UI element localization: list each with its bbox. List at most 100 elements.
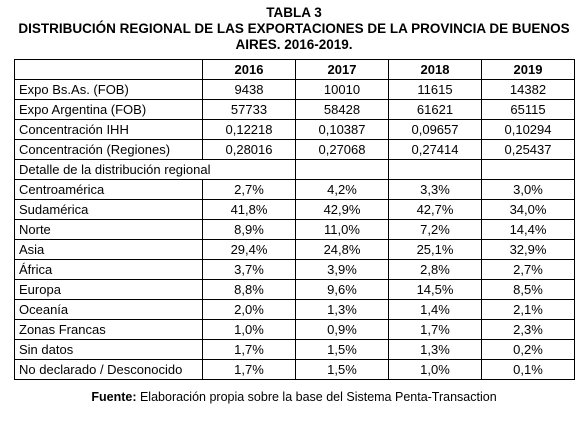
cell-value: 3,0% xyxy=(481,179,575,200)
cell-value: 41,8% xyxy=(202,199,296,220)
cell-value: 0,25437 xyxy=(481,139,575,160)
table-row: Asia 29,4% 24,8% 25,1% 32,9% xyxy=(14,239,575,260)
header-cell-2019: 2019 xyxy=(481,59,575,80)
cell-value: 42,9% xyxy=(295,199,389,220)
row-label: Sin datos xyxy=(14,339,203,360)
row-label: Expo Argentina (FOB) xyxy=(14,99,203,120)
cell-value: 2,8% xyxy=(388,259,482,280)
table-row: Expo Bs.As. (FOB) 9438 10010 11615 14382 xyxy=(14,79,575,100)
cell-value: 1,3% xyxy=(388,339,482,360)
cell-value: 7,2% xyxy=(388,219,482,240)
table-row: Sin datos 1,7% 1,5% 1,3% 0,2% xyxy=(14,339,575,360)
cell-value: 11,0% xyxy=(295,219,389,240)
table-title-years: AIRES. 2016-2019. xyxy=(235,37,353,52)
cell-value: 1,4% xyxy=(388,299,482,320)
cell-value: 1,3% xyxy=(295,299,389,320)
header-cell-empty xyxy=(14,59,203,80)
table-title-main: DISTRIBUCIÓN REGIONAL DE LAS EXPORTACION… xyxy=(18,21,570,36)
cell-value: 2,0% xyxy=(202,299,296,320)
row-label: África xyxy=(14,259,203,280)
header-cell-2017: 2017 xyxy=(295,59,389,80)
table-row: África 3,7% 3,9% 2,8% 2,7% xyxy=(14,259,575,280)
table-row: Concentración (Regiones) 0,28016 0,27068… xyxy=(14,139,575,160)
table-row: Centroamérica 2,7% 4,2% 3,3% 3,0% xyxy=(14,179,575,200)
cell-value: 0,9% xyxy=(295,319,389,340)
cell-value: 1,5% xyxy=(295,359,389,380)
export-distribution-table: 2016 2017 2018 2019 Expo Bs.As. (FOB) 94… xyxy=(14,59,575,380)
row-label: Oceanía xyxy=(14,299,203,320)
cell-value: 9438 xyxy=(202,79,296,100)
cell-value: 0,27414 xyxy=(388,139,482,160)
cell-value: 0,10294 xyxy=(481,119,575,140)
cell-value: 3,7% xyxy=(202,259,296,280)
source-label: Fuente: xyxy=(91,390,137,404)
cell-value: 0,28016 xyxy=(202,139,296,160)
row-label: Expo Bs.As. (FOB) xyxy=(14,79,203,100)
cell-value: 10010 xyxy=(295,79,389,100)
table-title-number: TABLA 3 xyxy=(266,5,322,20)
cell-value: 29,4% xyxy=(202,239,296,260)
cell-value: 42,7% xyxy=(388,199,482,220)
header-cell-2016: 2016 xyxy=(202,59,296,80)
cell-value: 2,1% xyxy=(481,299,575,320)
section-label: Detalle de la distribución regional xyxy=(14,159,296,180)
row-label: Asia xyxy=(14,239,203,260)
cell-value: 2,7% xyxy=(202,179,296,200)
empty-cell xyxy=(295,159,389,180)
cell-value: 61621 xyxy=(388,99,482,120)
cell-value: 1,5% xyxy=(295,339,389,360)
cell-value: 2,7% xyxy=(481,259,575,280)
cell-value: 24,8% xyxy=(295,239,389,260)
header-cell-2018: 2018 xyxy=(388,59,482,80)
cell-value: 32,9% xyxy=(481,239,575,260)
row-label: Concentración (Regiones) xyxy=(14,139,203,160)
cell-value: 57733 xyxy=(202,99,296,120)
source-text: Elaboración propia sobre la base del Sis… xyxy=(139,390,497,404)
cell-value: 1,0% xyxy=(388,359,482,380)
row-label: Centroamérica xyxy=(14,179,203,200)
cell-value: 58428 xyxy=(295,99,389,120)
cell-value: 1,7% xyxy=(388,319,482,340)
header-row: 2016 2017 2018 2019 xyxy=(14,59,575,80)
table-row: Zonas Francas 1,0% 0,9% 1,7% 2,3% xyxy=(14,319,575,340)
cell-value: 3,9% xyxy=(295,259,389,280)
table-row: Oceanía 2,0% 1,3% 1,4% 2,1% xyxy=(14,299,575,320)
cell-value: 0,1% xyxy=(481,359,575,380)
table-row: Concentración IHH 0,12218 0,10387 0,0965… xyxy=(14,119,575,140)
cell-value: 1,0% xyxy=(202,319,296,340)
cell-value: 8,9% xyxy=(202,219,296,240)
cell-value: 0,2% xyxy=(481,339,575,360)
cell-value: 3,3% xyxy=(388,179,482,200)
cell-value: 0,12218 xyxy=(202,119,296,140)
cell-value: 2,3% xyxy=(481,319,575,340)
cell-value: 0,09657 xyxy=(388,119,482,140)
empty-cell xyxy=(481,159,575,180)
cell-value: 14,5% xyxy=(388,279,482,300)
cell-value: 0,10387 xyxy=(295,119,389,140)
source-note: Fuente: Elaboración propia sobre la base… xyxy=(8,390,580,404)
table-row: Europa 8,8% 9,6% 14,5% 8,5% xyxy=(14,279,575,300)
cell-value: 25,1% xyxy=(388,239,482,260)
cell-value: 1,7% xyxy=(202,359,296,380)
empty-cell xyxy=(388,159,482,180)
cell-value: 4,2% xyxy=(295,179,389,200)
table-title: TABLA 3 DISTRIBUCIÓN REGIONAL DE LAS EXP… xyxy=(8,5,580,53)
cell-value: 11615 xyxy=(388,79,482,100)
row-label: No declarado / Desconocido xyxy=(14,359,203,380)
row-label: Concentración IHH xyxy=(14,119,203,140)
cell-value: 14382 xyxy=(481,79,575,100)
row-label: Zonas Francas xyxy=(14,319,203,340)
row-label: Europa xyxy=(14,279,203,300)
row-label: Sudamérica xyxy=(14,199,203,220)
table-row: No declarado / Desconocido 1,7% 1,5% 1,0… xyxy=(14,359,575,380)
cell-value: 0,27068 xyxy=(295,139,389,160)
row-label: Norte xyxy=(14,219,203,240)
table-row: Expo Argentina (FOB) 57733 58428 61621 6… xyxy=(14,99,575,120)
table-row: Sudamérica 41,8% 42,9% 42,7% 34,0% xyxy=(14,199,575,220)
section-header-row: Detalle de la distribución regional xyxy=(14,159,575,180)
cell-value: 9,6% xyxy=(295,279,389,300)
cell-value: 14,4% xyxy=(481,219,575,240)
cell-value: 65115 xyxy=(481,99,575,120)
cell-value: 34,0% xyxy=(481,199,575,220)
cell-value: 8,8% xyxy=(202,279,296,300)
